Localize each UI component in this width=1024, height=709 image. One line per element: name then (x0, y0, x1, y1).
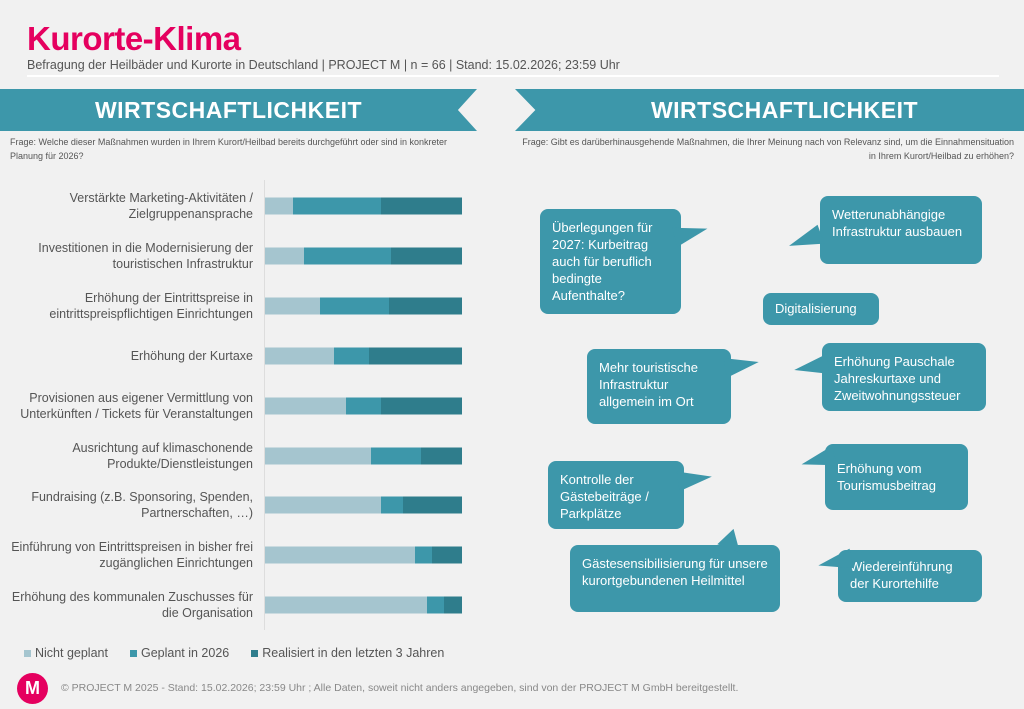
bar-segment (389, 297, 462, 315)
footer-text: © PROJECT M 2025 - Stand: 15.02.2026; 23… (61, 682, 739, 694)
speech-bubble: Überlegungen für 2027: Kurbeitrag auch f… (540, 209, 711, 314)
bubble-text: Gästesensibilisierung für unsere kurortg… (582, 556, 768, 588)
bubble-tail (798, 445, 838, 475)
stacked-bar (265, 496, 462, 514)
speech-bubble: Digitalisierung (763, 293, 879, 325)
bar-segment (420, 447, 462, 464)
category-label: Investitionen in die Modernisierung der … (38, 240, 253, 271)
bar-segment (391, 247, 462, 265)
speech-bubble: Kontrolle der Gästebeiträge / Parkplätze (548, 461, 714, 529)
legend-swatch (24, 649, 31, 657)
bubble-tail (671, 218, 711, 248)
bar-segment (444, 596, 462, 614)
right-banner: WIRTSCHAFTLICHKEIT (515, 89, 1024, 131)
bar-segment (381, 496, 403, 514)
bar-segment (345, 397, 382, 415)
category-label: Verstärkte Marketing-Aktivitäten / Zielg… (69, 191, 253, 221)
stacked-bar (265, 596, 462, 614)
stacked-bar (265, 397, 462, 415)
bubble-tail (792, 354, 830, 380)
divider (27, 75, 999, 77)
bubble-tail (723, 352, 761, 378)
legend-label: Realisiert in den letzten 3 Jahren (262, 646, 445, 660)
speech-bubble: Wiedereinführung der Kurortehilfe (816, 548, 982, 602)
category-label: Fundraising (z.B. Sponsoring, Spenden, P… (31, 490, 253, 521)
bar-segment (369, 347, 462, 365)
category-label: Erhöhung der Kurtaxe (130, 348, 253, 363)
bar-segment (265, 496, 382, 514)
stacked-bar (265, 546, 462, 564)
category-label: Erhöhung des kommunalen Zuschusses für d… (11, 590, 253, 621)
category-label: Erhöhung der Eintrittspreise in eintritt… (49, 290, 253, 321)
stacked-bar (265, 297, 462, 315)
speech-bubble: Erhöhung vom Tourismusbeitrag (798, 444, 968, 510)
bar-segment (265, 596, 427, 614)
bubble-text: Erhöhung Pauschale Jahreskurtaxe und Zwe… (834, 354, 961, 403)
bubble-tail (717, 525, 747, 553)
stacked-bar (265, 447, 462, 464)
left-question: Frage: Welche dieser Maßnahmen wurden in… (10, 137, 448, 161)
bubble-text: Mehr touristische Infrastruktur allgemei… (599, 360, 698, 409)
bar-segment (381, 397, 462, 415)
bar-segment (426, 596, 445, 614)
bar-segment (265, 247, 305, 265)
speech-bubble: Wetterunabhängige Infrastruktur ausbauen (785, 196, 982, 264)
bubble-text: Erhöhung vom Tourismusbeitrag (837, 461, 936, 493)
legend-label: Geplant in 2026 (140, 646, 230, 660)
bubble-text: Wetterunabhängige Infrastruktur ausbauen (832, 207, 963, 239)
legend-label: Nicht geplant (35, 646, 108, 660)
speech-bubble: Erhöhung Pauschale Jahreskurtaxe und Zwe… (792, 343, 986, 411)
bar-segment (265, 397, 346, 415)
bubble-tail (676, 466, 714, 492)
bubble-text: Wiedereinführung der Kurortehilfe (850, 559, 953, 591)
bar-segment (333, 347, 370, 365)
bar-segment (292, 197, 382, 215)
chart-axis (264, 180, 265, 630)
bar-segment (265, 447, 372, 464)
bar-segment (265, 347, 334, 365)
bubble-tail (816, 548, 854, 576)
bar-segment (265, 197, 293, 215)
bubble-text: Kontrolle der Gästebeiträge / Parkplätze (560, 472, 649, 521)
speech-bubble: Gästesensibilisierung für unsere kurortg… (570, 525, 780, 612)
bubble-tail (785, 224, 825, 256)
legend-swatch (251, 649, 259, 657)
bar-segment (265, 297, 321, 315)
speech-bubble: Mehr touristische Infrastruktur allgemei… (587, 349, 761, 424)
bar-segment (381, 197, 462, 215)
bar-segment (371, 447, 421, 464)
legend-item: Nicht geplant (24, 646, 108, 660)
bar-segment (414, 546, 433, 564)
page-title: Kurorte-Klima (27, 20, 241, 57)
legend-swatch (129, 649, 137, 657)
bar-segment (304, 247, 392, 265)
bubble-text: Überlegungen für 2027: Kurbeitrag auch f… (552, 220, 653, 303)
bar-segment (432, 546, 462, 564)
bar-segment (320, 297, 390, 315)
stacked-bar (265, 347, 462, 365)
legend-item: Realisiert in den letzten 3 Jahren (251, 646, 444, 660)
bubble-text: Digitalisierung (775, 301, 857, 316)
page-subtitle: Befragung der Heilbäder und Kurorte in D… (27, 58, 620, 72)
legend-item: Geplant in 2026 (129, 646, 230, 660)
left-banner: WIRTSCHAFTLICHKEIT (0, 89, 477, 131)
chart-legend: Nicht geplant Geplant in 2026 Realisiert… (24, 646, 444, 660)
project-m-logo: M (17, 673, 48, 704)
category-label: Ausrichtung auf klimaschonende Produkte/… (72, 440, 253, 471)
bar-segment (265, 546, 415, 564)
stacked-bar (265, 247, 462, 265)
right-question: Frage: Gibt es darüberhinausgehende Maßn… (522, 137, 1014, 161)
category-label: Provisionen aus eigener Vermittlung von … (20, 390, 253, 421)
stacked-bar (265, 197, 462, 215)
bar-segment (402, 496, 462, 514)
category-label: Einführung von Eintrittspreisen in bishe… (11, 540, 253, 571)
